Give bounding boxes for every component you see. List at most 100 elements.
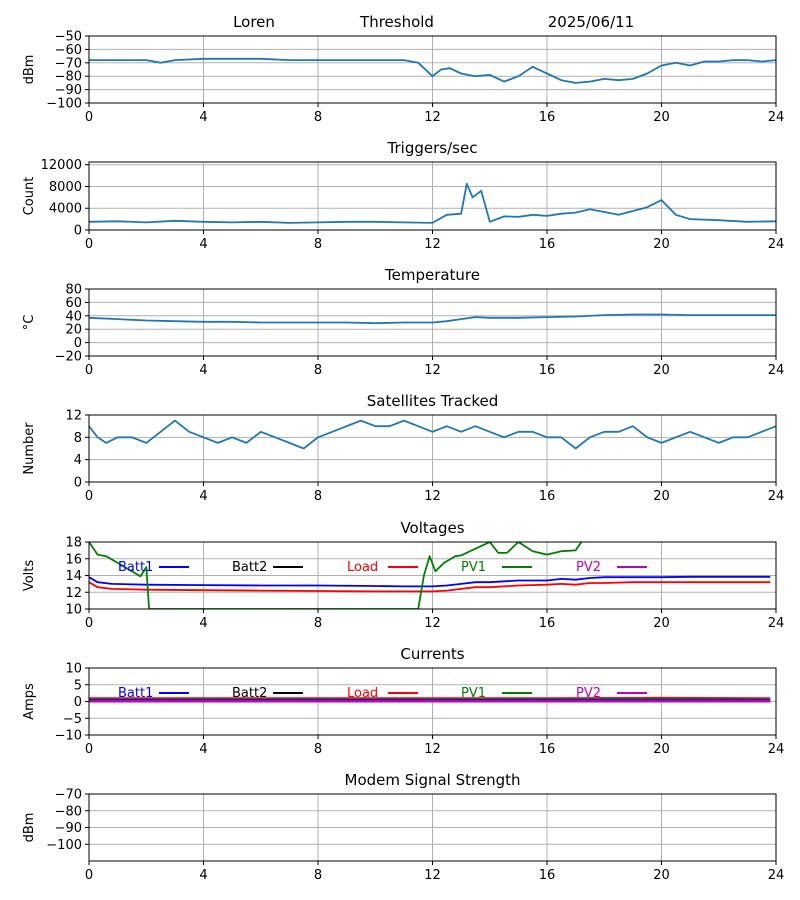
y-tick-label: 4	[74, 453, 82, 468]
y-tick-label: 12	[65, 409, 82, 424]
plot-frame	[88, 35, 777, 104]
x-tick-label: 0	[85, 489, 93, 504]
y-tick-label: 0	[74, 336, 82, 351]
y-tick-label: 10	[65, 662, 82, 677]
legend-label: Batt1	[118, 686, 153, 701]
y-tick-label: −80	[55, 804, 82, 819]
x-tick-label: 4	[199, 616, 207, 631]
series-line	[89, 313, 776, 325]
x-tick-label: 0	[85, 237, 93, 252]
x-tick-label: 20	[653, 363, 670, 378]
x-tick-label: 16	[539, 363, 556, 378]
y-axis-label: dBm	[22, 813, 37, 843]
header-date: 2025/06/11	[548, 13, 634, 31]
x-tick-label: 20	[653, 489, 670, 504]
y-tick-label: 0	[74, 476, 82, 491]
y-tick-label: −70	[55, 56, 82, 71]
y-tick-label: 40	[65, 309, 82, 324]
chart-title: Triggers/sec	[387, 139, 478, 157]
legend-label: Batt1	[118, 560, 153, 575]
x-tick-label: 8	[314, 237, 322, 252]
y-tick-label: 4000	[49, 202, 82, 217]
header-mode: Threshold	[359, 13, 434, 31]
x-tick-label: 16	[539, 868, 556, 883]
x-tick-label: 12	[424, 616, 441, 631]
y-tick-label: 12	[65, 586, 82, 601]
y-axis-label: Number	[22, 422, 37, 475]
legend-label: PV2	[576, 686, 601, 701]
header-station: Loren	[233, 13, 275, 31]
x-tick-label: 12	[424, 363, 441, 378]
series-line	[89, 182, 776, 224]
x-tick-label: 20	[653, 868, 670, 883]
x-tick-label: 8	[314, 868, 322, 883]
plot-frame	[88, 288, 777, 357]
y-tick-label: −10	[55, 729, 82, 744]
y-tick-label: −80	[55, 70, 82, 85]
y-tick-label: 8000	[49, 180, 82, 195]
x-tick-label: 12	[424, 237, 441, 252]
x-tick-label: 12	[424, 742, 441, 757]
legend-label: Load	[347, 560, 378, 575]
chart-title: Voltages	[400, 519, 464, 537]
y-tick-label: 12000	[41, 158, 82, 173]
chart-title: Currents	[400, 645, 464, 663]
y-tick-label: 5	[74, 678, 82, 693]
satellites-panel: 0 4 8 12 16 20 24 0 4 8 12 Satellites Tracked Number	[22, 392, 784, 504]
x-tick-label: 24	[768, 616, 785, 631]
x-tick-label: 4	[199, 363, 207, 378]
x-tick-label: 8	[314, 363, 322, 378]
y-tick-label: −20	[55, 350, 82, 365]
legend-label: PV2	[576, 560, 601, 575]
y-axis-label: Count	[22, 177, 37, 216]
x-tick-label: 16	[539, 742, 556, 757]
x-tick-label: 16	[539, 489, 556, 504]
y-tick-label: −90	[55, 821, 82, 836]
x-tick-label: 20	[653, 110, 670, 125]
modem-panel: 0 4 8 12 16 20 24 −70−80 −90 −100 Modem Signal Str…	[22, 771, 784, 883]
y-axis-label: Amps	[22, 683, 37, 720]
x-tick-label: 20	[653, 237, 670, 252]
x-tick-label: 4	[199, 110, 207, 125]
series-line	[89, 419, 776, 450]
y-tick-label: −100	[46, 97, 82, 112]
x-tick-label: 0	[85, 363, 93, 378]
x-tick-label: 12	[424, 868, 441, 883]
legend-label: Batt2	[232, 686, 267, 701]
legend-label: PV1	[461, 560, 486, 575]
y-axis-label: °C	[22, 315, 37, 331]
x-tick-label: 24	[768, 363, 785, 378]
x-tick-label: 16	[539, 237, 556, 252]
y-tick-label: −60	[55, 43, 82, 58]
x-tick-label: 12	[424, 110, 441, 125]
y-tick-label: 0	[74, 224, 82, 239]
triggers-panel: 0 4 8 12 16 20 24 0 4000 8000 12000 Triggers/sec Cou…	[22, 139, 784, 252]
x-tick-label: 24	[768, 742, 785, 757]
series-line	[89, 57, 776, 84]
y-tick-label: 20	[65, 323, 82, 338]
figure-header: Loren Threshold 2025/06/11	[233, 13, 634, 31]
plot-frame	[88, 161, 777, 231]
x-tick-label: 24	[768, 489, 785, 504]
y-tick-label: 14	[65, 569, 82, 584]
y-tick-label: 60	[65, 296, 82, 311]
plot-frame	[88, 414, 777, 483]
plot-frame	[88, 541, 777, 610]
x-tick-label: 0	[85, 616, 93, 631]
legend-label: Batt2	[232, 560, 267, 575]
y-tick-label: 80	[65, 283, 82, 298]
x-tick-label: 8	[314, 742, 322, 757]
pv1-series-line	[89, 542, 583, 609]
y-tick-label: 18	[65, 536, 82, 551]
x-tick-label: 12	[424, 489, 441, 504]
y-axis-label: Volts	[22, 560, 37, 592]
x-tick-label: 16	[539, 616, 556, 631]
chart-title: Modem Signal Strength	[345, 771, 521, 789]
x-tick-label: 4	[199, 489, 207, 504]
plot-frame	[88, 667, 777, 736]
x-tick-label: 0	[85, 742, 93, 757]
x-tick-label: 4	[199, 237, 207, 252]
y-tick-label: −90	[55, 83, 82, 98]
